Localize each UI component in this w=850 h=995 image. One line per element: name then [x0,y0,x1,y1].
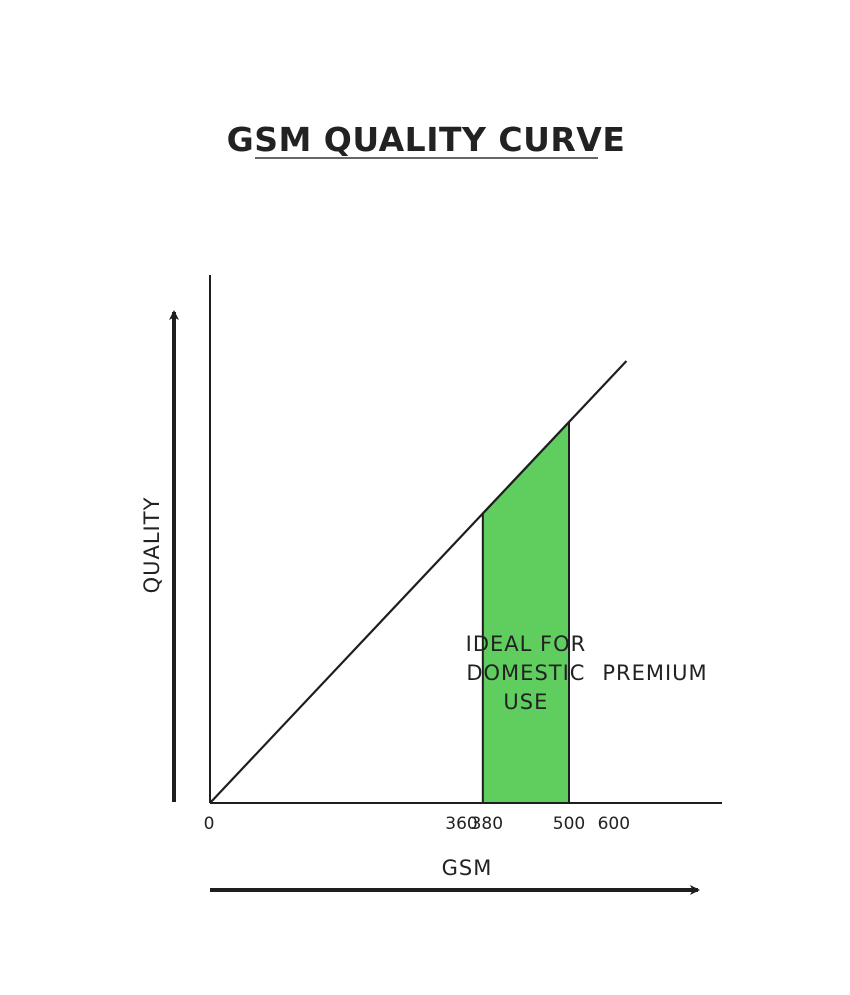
ideal-region-label: IDEAL FOR DOMESTIC USE [466,632,587,714]
ideal-region-label-line: USE [503,690,548,714]
x-tick-label: 380 [471,814,503,834]
x-axis-label: GSM [442,856,493,880]
x-tick-label: 360 [445,814,477,834]
x-tick-label: 0 [204,814,215,834]
quality-curve-line [209,360,628,804]
x-tick-label: 600 [598,814,630,834]
premium-label: PREMIUM [602,661,707,685]
ideal-region-label-line: IDEAL FOR [466,632,587,656]
x-tick-label: 500 [553,814,585,834]
ideal-region-label-line: DOMESTIC [466,661,585,685]
chart-title: GSM QUALITY CURVE [227,120,626,159]
ideal-region-fill [481,419,570,804]
y-axis-label: QUALITY [140,497,164,594]
